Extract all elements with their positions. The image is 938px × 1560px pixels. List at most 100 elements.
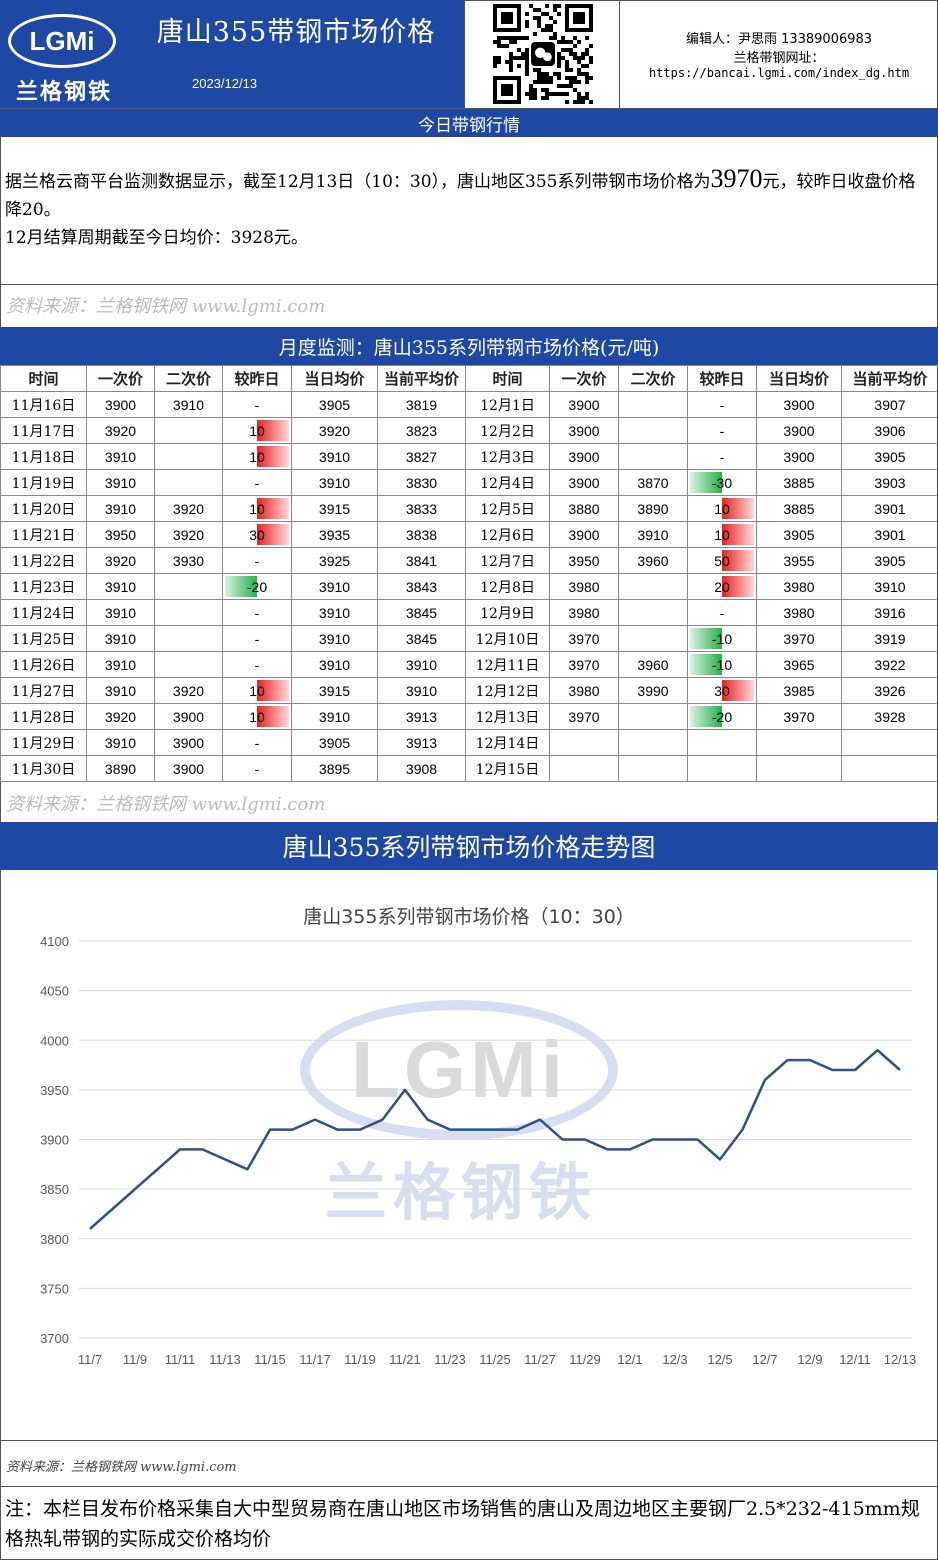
x-tick-label: 11/17 — [299, 1352, 331, 1367]
daily-avg-cell: 3900 — [756, 417, 842, 444]
current-avg-cell: 3919 — [841, 625, 938, 652]
monthly-price-table: 时间 一次价 二次价 较昨日 当日均价 当前平均价 时间 一次价 二次价 较昨日… — [0, 365, 938, 782]
first-price-cell: 3890 — [86, 755, 155, 782]
first-price-cell: 3900 — [549, 521, 619, 548]
change-up-bar — [722, 498, 754, 519]
x-tick-label: 11/29 — [569, 1352, 601, 1367]
change-down-bar — [225, 576, 257, 597]
logo-oval: LGMi — [8, 14, 116, 68]
page-title: 唐山355带钢市场价格 — [128, 0, 464, 58]
daily-avg-cell: 3935 — [291, 521, 378, 548]
second-price-cell: 3900 — [154, 703, 223, 730]
change-cell: 50 — [687, 547, 757, 574]
change-cell: - — [222, 599, 292, 626]
table-row: 11月18日 3910 10 3910 3827 12月3日 3900-3900 3905 — [0, 443, 938, 470]
date-cell: 12月5日 — [465, 495, 550, 522]
second-price-cell: 3960 — [618, 651, 688, 678]
second-price-cell — [154, 625, 223, 652]
change-value: 10 — [249, 448, 265, 465]
change-down-bar — [690, 654, 722, 675]
change-cell: -20 — [687, 703, 757, 730]
y-tick-label: 4100 — [40, 934, 69, 949]
current-avg-cell: 3903 — [841, 469, 938, 496]
date-cell: 11月23日 — [0, 573, 87, 600]
change-cell — [687, 755, 757, 782]
second-price-cell: 3910 — [154, 391, 223, 418]
second-price-cell — [154, 651, 223, 678]
daily-avg-cell: 3910 — [291, 573, 378, 600]
first-price-cell: 3910 — [86, 729, 155, 756]
date-cell: 11月17日 — [0, 417, 87, 444]
change-cell: 10 — [222, 677, 292, 704]
second-price-cell: 3890 — [618, 495, 688, 522]
today-section-title: 今日带钢行情 — [0, 109, 938, 137]
trend-chart: LGMi 兰格钢铁 唐山355系列带钢市场价格（10：30） 3700 3750 3… — [0, 870, 938, 1440]
daily-avg-cell — [756, 755, 842, 782]
current-avg-cell: 3843 — [377, 573, 466, 600]
col-header: 当前平均价 — [841, 365, 938, 392]
daily-avg-cell: 3925 — [291, 547, 378, 574]
change-value: 30 — [714, 682, 730, 699]
first-price-cell: 3910 — [86, 599, 155, 626]
second-price-cell — [618, 443, 688, 470]
col-header: 一次价 — [549, 365, 619, 392]
daily-avg-cell: 3910 — [291, 469, 378, 496]
daily-avg-cell: 3980 — [756, 573, 842, 600]
current-avg-cell: 3838 — [377, 521, 466, 548]
change-cell: -30 — [687, 469, 757, 496]
change-value: -10 — [711, 656, 733, 673]
today-price: 3970 — [710, 164, 763, 193]
daily-avg-cell: 3965 — [756, 651, 842, 678]
first-price-cell: 3900 — [549, 417, 619, 444]
current-avg-cell: 3905 — [841, 547, 938, 574]
date-cell: 11月21日 — [0, 521, 87, 548]
change-down-bar — [690, 706, 722, 727]
first-price-cell: 3910 — [86, 469, 155, 496]
table-row: 11月22日 3920 3930-3925 3841 12月7日 3950 3960 50 39… — [0, 547, 938, 574]
site-url-link[interactable]: https://bancai.lgmi.com/index_dg.htm — [648, 66, 910, 80]
table-header-row: 时间 一次价 二次价 较昨日 当日均价 当前平均价 时间 一次价 二次价 较昨日… — [0, 365, 938, 392]
watermark-cn-text: 兰格钢铁 — [324, 1156, 597, 1229]
change-cell: - — [687, 391, 757, 418]
date-cell: 11月24日 — [0, 599, 87, 626]
second-price-cell — [618, 417, 688, 444]
date-cell: 11月25日 — [0, 625, 87, 652]
change-cell: 10 — [222, 703, 292, 730]
col-header: 时间 — [0, 365, 87, 392]
second-price-cell — [154, 469, 223, 496]
chart-title: 唐山355系列带钢市场价格（10：30） — [303, 906, 635, 928]
date-cell: 11月27日 — [0, 677, 87, 704]
daily-avg-cell: 3900 — [756, 391, 842, 418]
x-tick-label: 11/27 — [524, 1352, 556, 1367]
table-row: 11月26日 3910-3910 3910 12月11日 3970 3960 -10 3965… — [0, 651, 938, 678]
date-cell: 12月6日 — [465, 521, 550, 548]
change-down-bar — [690, 628, 722, 649]
daily-avg-cell — [756, 729, 842, 756]
change-cell: 20 — [687, 573, 757, 600]
current-avg-cell: 3928 — [841, 703, 938, 730]
divider — [0, 1486, 938, 1487]
current-avg-cell: 3916 — [841, 599, 938, 626]
qr-code-icon — [493, 4, 593, 104]
first-price-cell: 3950 — [86, 521, 155, 548]
site-label: 兰格带钢网址： — [733, 51, 825, 66]
table-row: 11月28日 3920 3900 10 3910 3913 12月13日 3970 -20 397… — [0, 703, 938, 730]
change-cell: 10 — [687, 495, 757, 522]
first-price-cell: 3910 — [86, 651, 155, 678]
second-price-cell: 3900 — [154, 755, 223, 782]
second-price-cell — [154, 417, 223, 444]
change-cell: - — [687, 599, 757, 626]
first-price-cell: 3900 — [549, 469, 619, 496]
change-value: 10 — [249, 708, 265, 725]
change-up-bar — [257, 498, 289, 519]
daily-avg-cell: 3915 — [291, 677, 378, 704]
x-tick-label: 11/13 — [209, 1352, 241, 1367]
second-price-cell: 3920 — [154, 495, 223, 522]
change-up-bar — [257, 680, 289, 701]
change-cell: 10 — [222, 495, 292, 522]
date-cell: 12月1日 — [465, 391, 550, 418]
daily-avg-cell: 3905 — [291, 729, 378, 756]
logo: LGMi 兰格钢铁 — [0, 0, 128, 109]
second-price-cell — [154, 573, 223, 600]
date-cell: 11月18日 — [0, 443, 87, 470]
